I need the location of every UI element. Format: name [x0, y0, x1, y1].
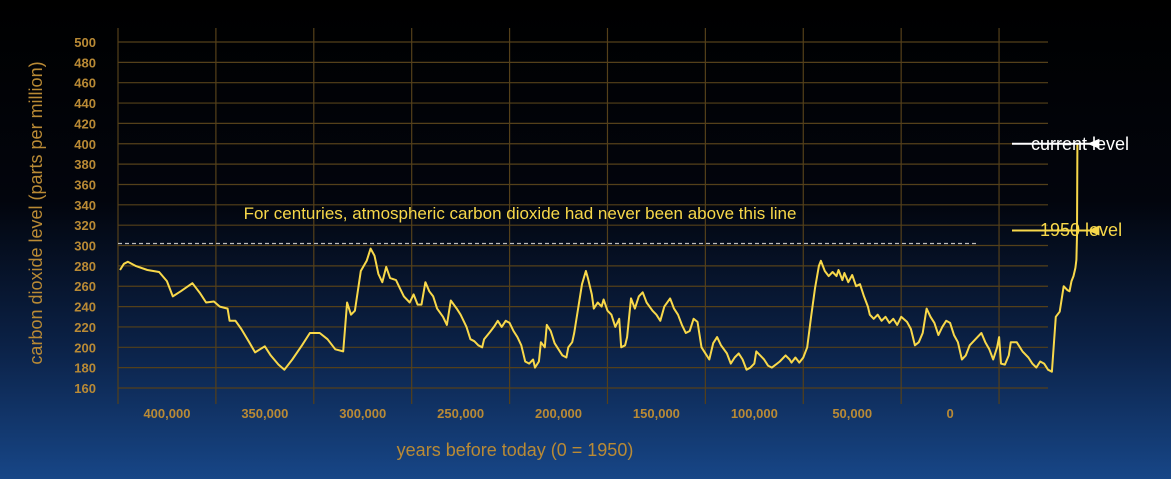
- y-tick-label: 380: [74, 157, 96, 172]
- y-tick-label: 360: [74, 177, 96, 192]
- y-tick-label: 160: [74, 381, 96, 396]
- annotation-centuries: For centuries, atmospheric carbon dioxid…: [244, 204, 797, 223]
- annotation-1950-level: 1950 level: [1040, 220, 1122, 240]
- y-tick-label: 280: [74, 259, 96, 274]
- x-tick-label: 400,000: [143, 406, 190, 421]
- y-tick-label: 240: [74, 300, 96, 315]
- x-tick-label: 250,000: [437, 406, 484, 421]
- y-tick-label: 500: [74, 35, 96, 50]
- y-tick-label: 440: [74, 96, 96, 111]
- y-axis-label: carbon dioxide level (parts per million): [26, 61, 46, 364]
- y-tick-label: 180: [74, 361, 96, 376]
- y-tick-label: 340: [74, 198, 96, 213]
- x-axis-ticks: 400,000 350,000 300,000 250,000 200,000 150,0…: [143, 406, 953, 421]
- y-tick-label: 300: [74, 239, 96, 254]
- x-tick-label: 300,000: [339, 406, 386, 421]
- current-level-arrow: [1012, 138, 1100, 149]
- x-axis-label: years before today (0 = 1950): [397, 440, 634, 460]
- y-axis-ticks: 160 180 200 220 240 260 280 300 320 340 360 380 400 4…: [74, 35, 96, 396]
- x-tick-label: 150,000: [633, 406, 680, 421]
- level-1950-arrow: [1012, 225, 1100, 236]
- x-tick-label: 0: [946, 406, 953, 421]
- grid: [117, 28, 1048, 404]
- co2-series-line: [119, 143, 1079, 373]
- annotation-current-level: current level: [1031, 134, 1129, 154]
- y-tick-label: 460: [74, 76, 96, 91]
- y-tick-label: 480: [74, 55, 96, 70]
- y-tick-label: 260: [74, 279, 96, 294]
- y-tick-label: 420: [74, 116, 96, 131]
- x-tick-label: 50,000: [832, 406, 872, 421]
- y-tick-label: 200: [74, 340, 96, 355]
- y-tick-label: 400: [74, 137, 96, 152]
- x-tick-label: 100,000: [731, 406, 778, 421]
- x-tick-label: 200,000: [535, 406, 582, 421]
- y-tick-label: 220: [74, 320, 96, 335]
- x-tick-label: 350,000: [241, 406, 288, 421]
- y-tick-label: 320: [74, 218, 96, 233]
